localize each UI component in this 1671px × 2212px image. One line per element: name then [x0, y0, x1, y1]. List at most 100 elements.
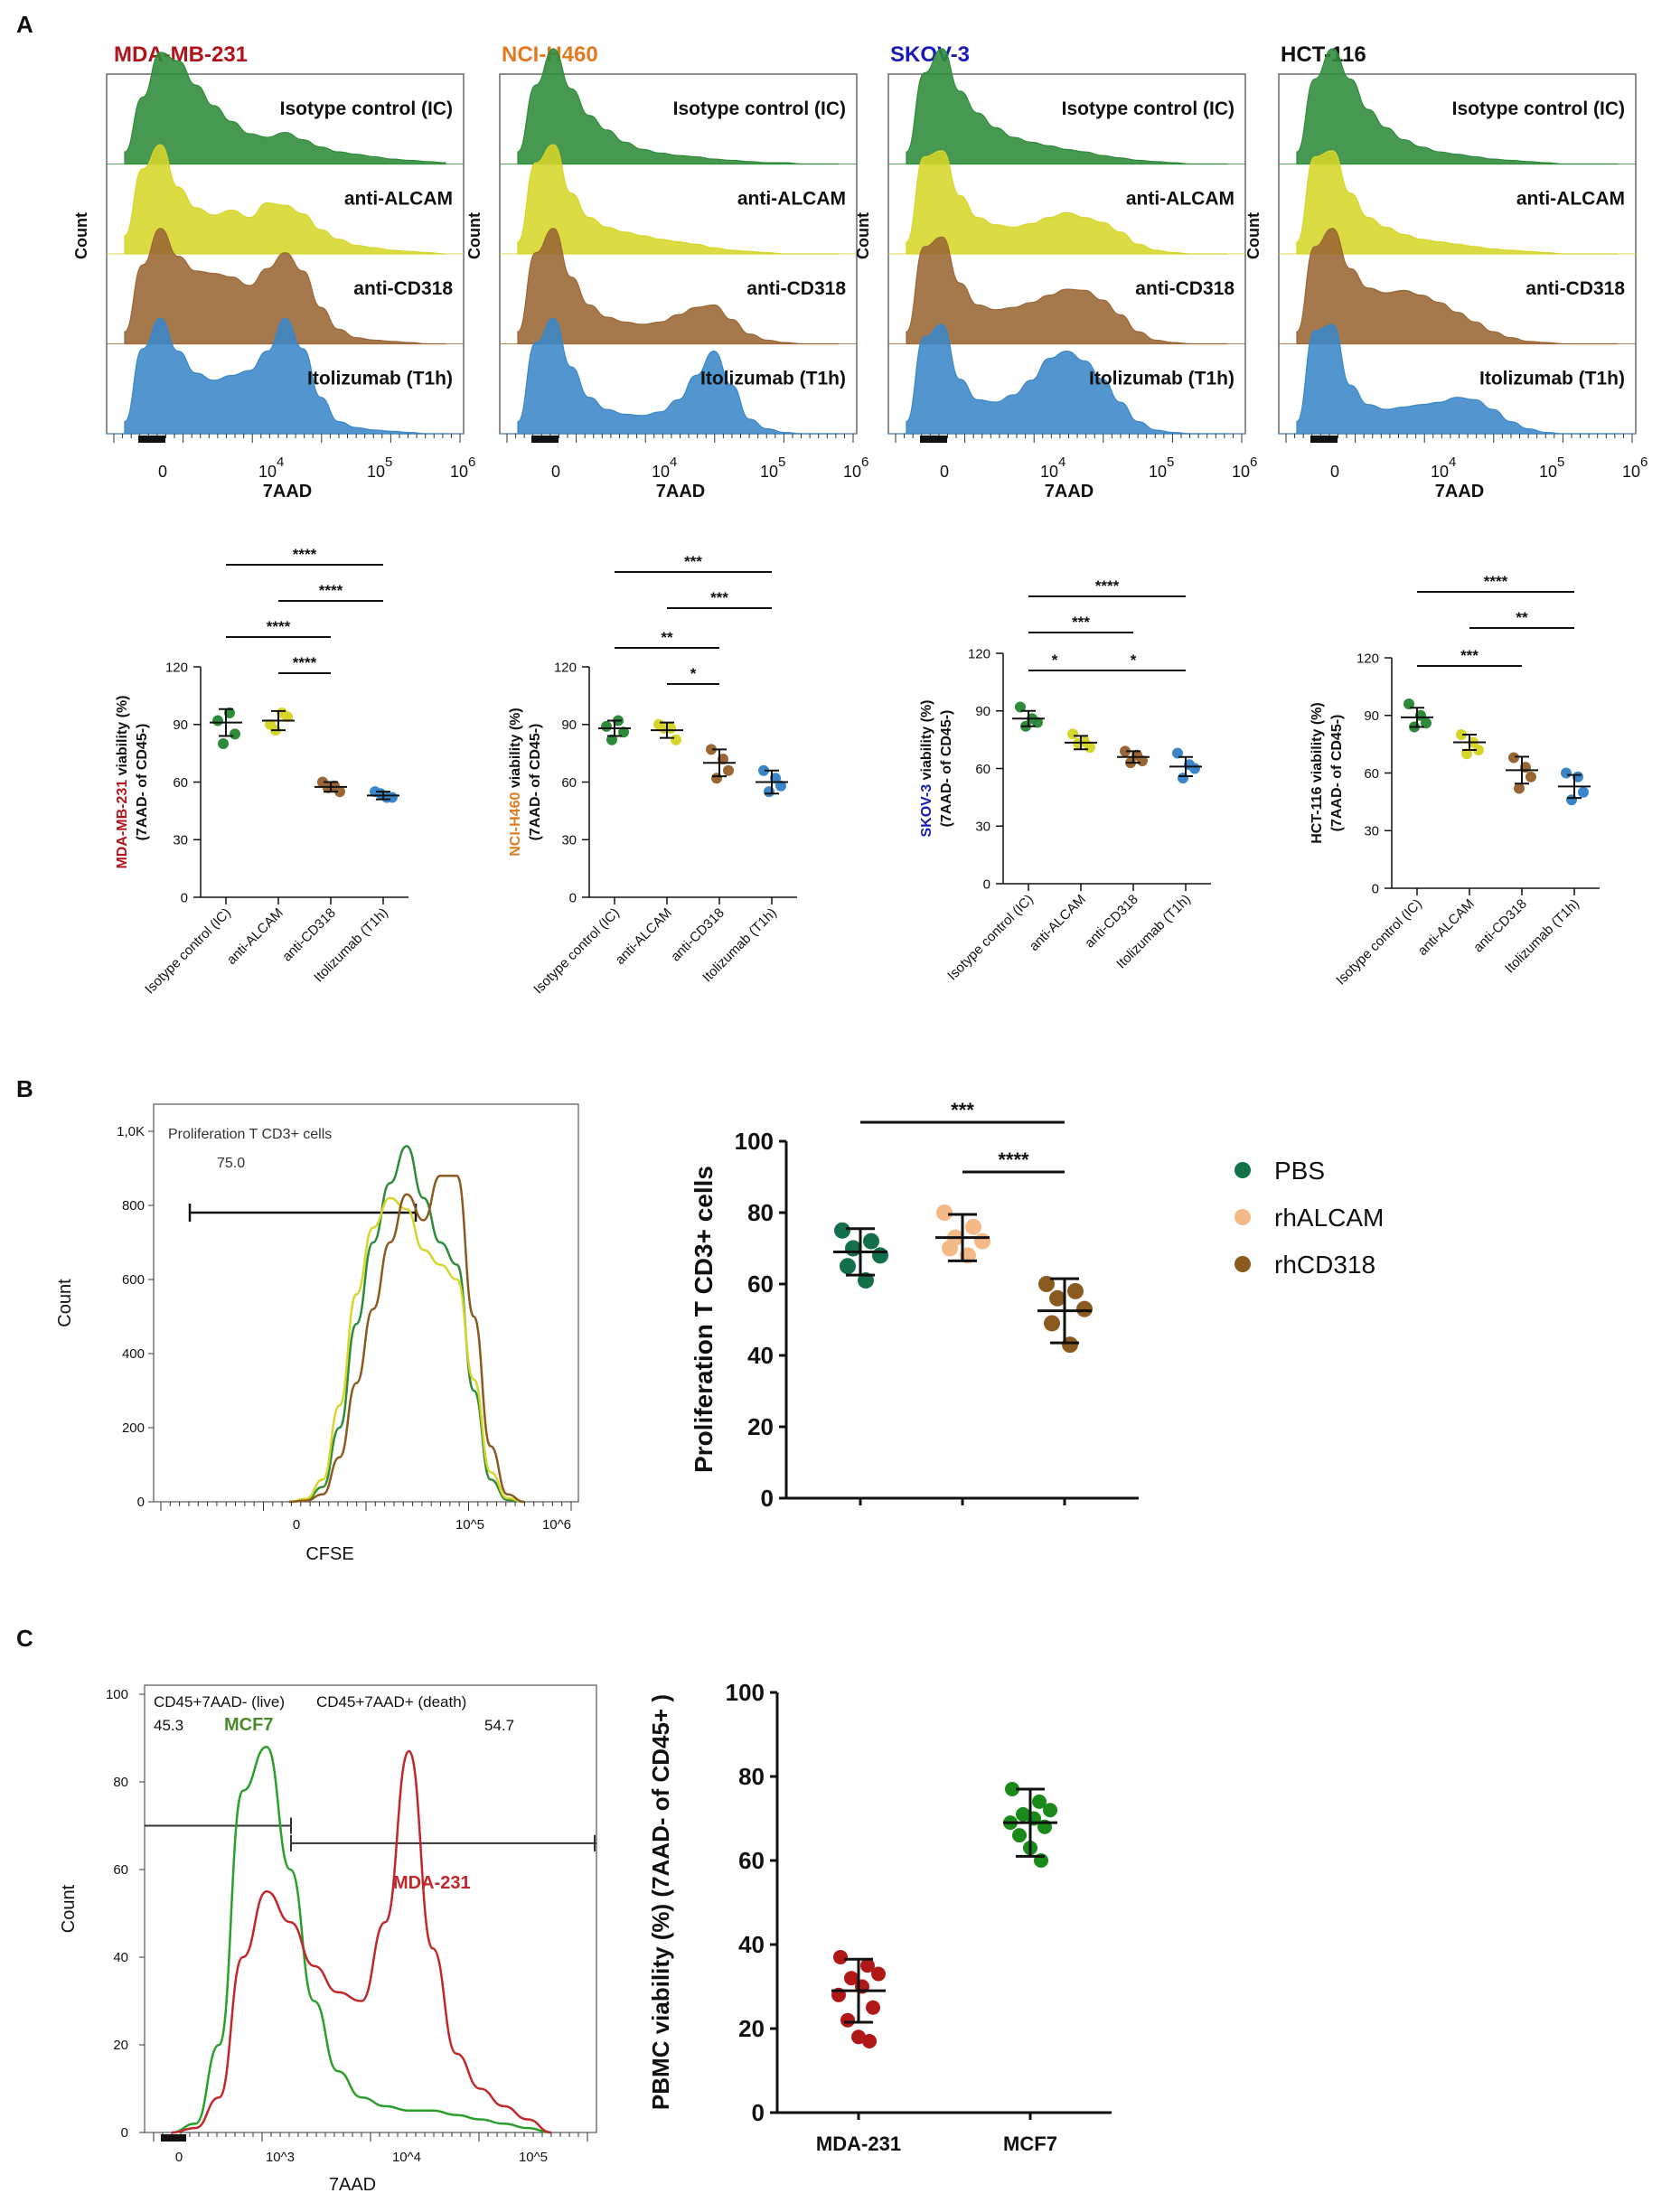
data-point [758, 764, 769, 776]
data-point [375, 788, 386, 800]
data-point [334, 786, 345, 798]
x-tick-label: 0 [293, 1517, 300, 1532]
data-point [711, 773, 722, 784]
track-label: anti-CD318 [353, 278, 453, 299]
y-axis-label-line2: (7AAD- of CD45-) [528, 724, 543, 841]
track-label: Itolizumab (T1h) [1479, 368, 1625, 389]
legend-marker [1234, 1209, 1251, 1225]
y-tick-label: 90 [1364, 708, 1379, 724]
x-axis-label: 7AAD [1435, 482, 1484, 501]
data-point [1566, 794, 1577, 806]
y-axis-label: SKOV-3 viability (%) [919, 699, 934, 837]
y-tick-label: 20 [738, 2015, 765, 2042]
histogram-line [171, 1745, 552, 2134]
data-point [1421, 717, 1432, 729]
y-axis-label: Count [854, 212, 872, 259]
histogram-line [288, 1196, 525, 1504]
histogram-track [517, 317, 839, 435]
y-tick-label: 40 [738, 1931, 765, 1958]
x-tick-label: 0 [940, 463, 949, 481]
track-label: Itolizumab (T1h) [700, 368, 846, 389]
data-point [387, 792, 398, 803]
data-point [230, 728, 240, 740]
gate-name-death: CD45+7AAD+ (death) [316, 1693, 466, 1711]
data-point [1578, 786, 1589, 798]
data-point [1016, 1806, 1030, 1822]
significance-label: ** [1516, 609, 1528, 626]
y-tick-label: 60 [561, 775, 577, 791]
histogram-track [124, 144, 446, 255]
y-axis-label: Count [55, 1279, 75, 1327]
y-tick-label: 20 [747, 1413, 774, 1440]
data-point [1032, 717, 1043, 728]
data-point [706, 744, 717, 755]
data-point [845, 1240, 861, 1257]
histogram-track [906, 150, 1227, 255]
y-tick-label: 60 [1364, 766, 1379, 782]
y-tick-label: 100 [106, 1687, 128, 1702]
y-tick-label: 0 [983, 876, 990, 892]
series-label-mcf7: MCF7 [224, 1715, 273, 1735]
x-tick-label: 0 [158, 463, 167, 481]
data-point [1456, 729, 1467, 740]
panel-label-b: B [16, 1075, 33, 1102]
data-point [1015, 701, 1026, 713]
x-tick-label: 10 [1040, 463, 1058, 481]
histogram-track [517, 48, 839, 165]
data-point [1043, 1803, 1057, 1818]
data-point [936, 1204, 953, 1221]
data-point [723, 764, 734, 776]
x-tick-label: 10^4 [392, 2150, 421, 2165]
data-point [1403, 698, 1414, 709]
data-point [1005, 1781, 1019, 1796]
cfse-histogram: Proliferation T CD3+ cells 75.0 0 200 400 600… [55, 1103, 579, 1564]
data-point [775, 780, 786, 792]
y-axis-label: Proliferation T CD3+ cells [690, 1166, 718, 1473]
x-tick-exponent: 4 [277, 455, 284, 470]
x-tick-label: 10 [1431, 463, 1449, 481]
y-axis-label: MDA-MB-231 viability (%) [115, 695, 130, 868]
track-label: anti-ALCAM [344, 188, 453, 209]
data-point [871, 1966, 886, 1982]
data-point [840, 1258, 856, 1275]
cell-line-title: SKOV-3 [890, 42, 970, 67]
data-point [866, 2000, 880, 2015]
data-point [659, 723, 670, 734]
y-axis-label-suffix: viability (%) [115, 695, 130, 779]
y-tick-label: 400 [122, 1346, 145, 1362]
x-tick-label: 0 [551, 463, 560, 481]
y-tick-label: 120 [968, 646, 990, 661]
track-label: anti-CD318 [1525, 278, 1625, 299]
series-label-mda231: MDA-231 [393, 1873, 471, 1893]
y-axis-label-suffix: viability (%) [1310, 702, 1325, 786]
histogram-line [288, 1174, 525, 1504]
x-tick-exponent: 5 [1167, 455, 1174, 470]
y-tick-label: 0 [1372, 881, 1379, 896]
y-tick-label: 0 [569, 890, 577, 905]
data-point [1178, 773, 1188, 784]
y-axis-label-cell-line: MDA-MB-231 [115, 780, 130, 869]
y-tick-label: 60 [113, 1862, 128, 1878]
y-tick-label: 100 [726, 1679, 765, 1706]
gate-value-death: 54.7 [484, 1717, 514, 1734]
x-tick-exponent: 4 [1449, 455, 1456, 470]
significance-label: **** [267, 618, 291, 635]
y-tick-label: 0 [181, 890, 188, 905]
data-point [1084, 742, 1095, 754]
track-label: Isotype control (IC) [1062, 98, 1234, 119]
y-tick-label: 0 [752, 2099, 765, 2126]
x-tick-label: 10 [652, 463, 670, 481]
track-label: Itolizumab (T1h) [307, 368, 453, 389]
gate-value: 75.0 [217, 1156, 245, 1171]
track-label: anti-ALCAM [737, 188, 846, 209]
data-point [1525, 771, 1536, 783]
track-label: Isotype control (IC) [673, 98, 846, 119]
histogram-track [906, 48, 1227, 165]
data-point [1189, 763, 1200, 774]
significance-label: *** [1072, 614, 1090, 631]
x-tick-label: 10 [1232, 463, 1250, 481]
gate-name-live: CD45+7AAD- (live) [154, 1693, 285, 1711]
significance-label: * [1052, 651, 1058, 669]
track-label: Isotype control (IC) [280, 98, 453, 119]
